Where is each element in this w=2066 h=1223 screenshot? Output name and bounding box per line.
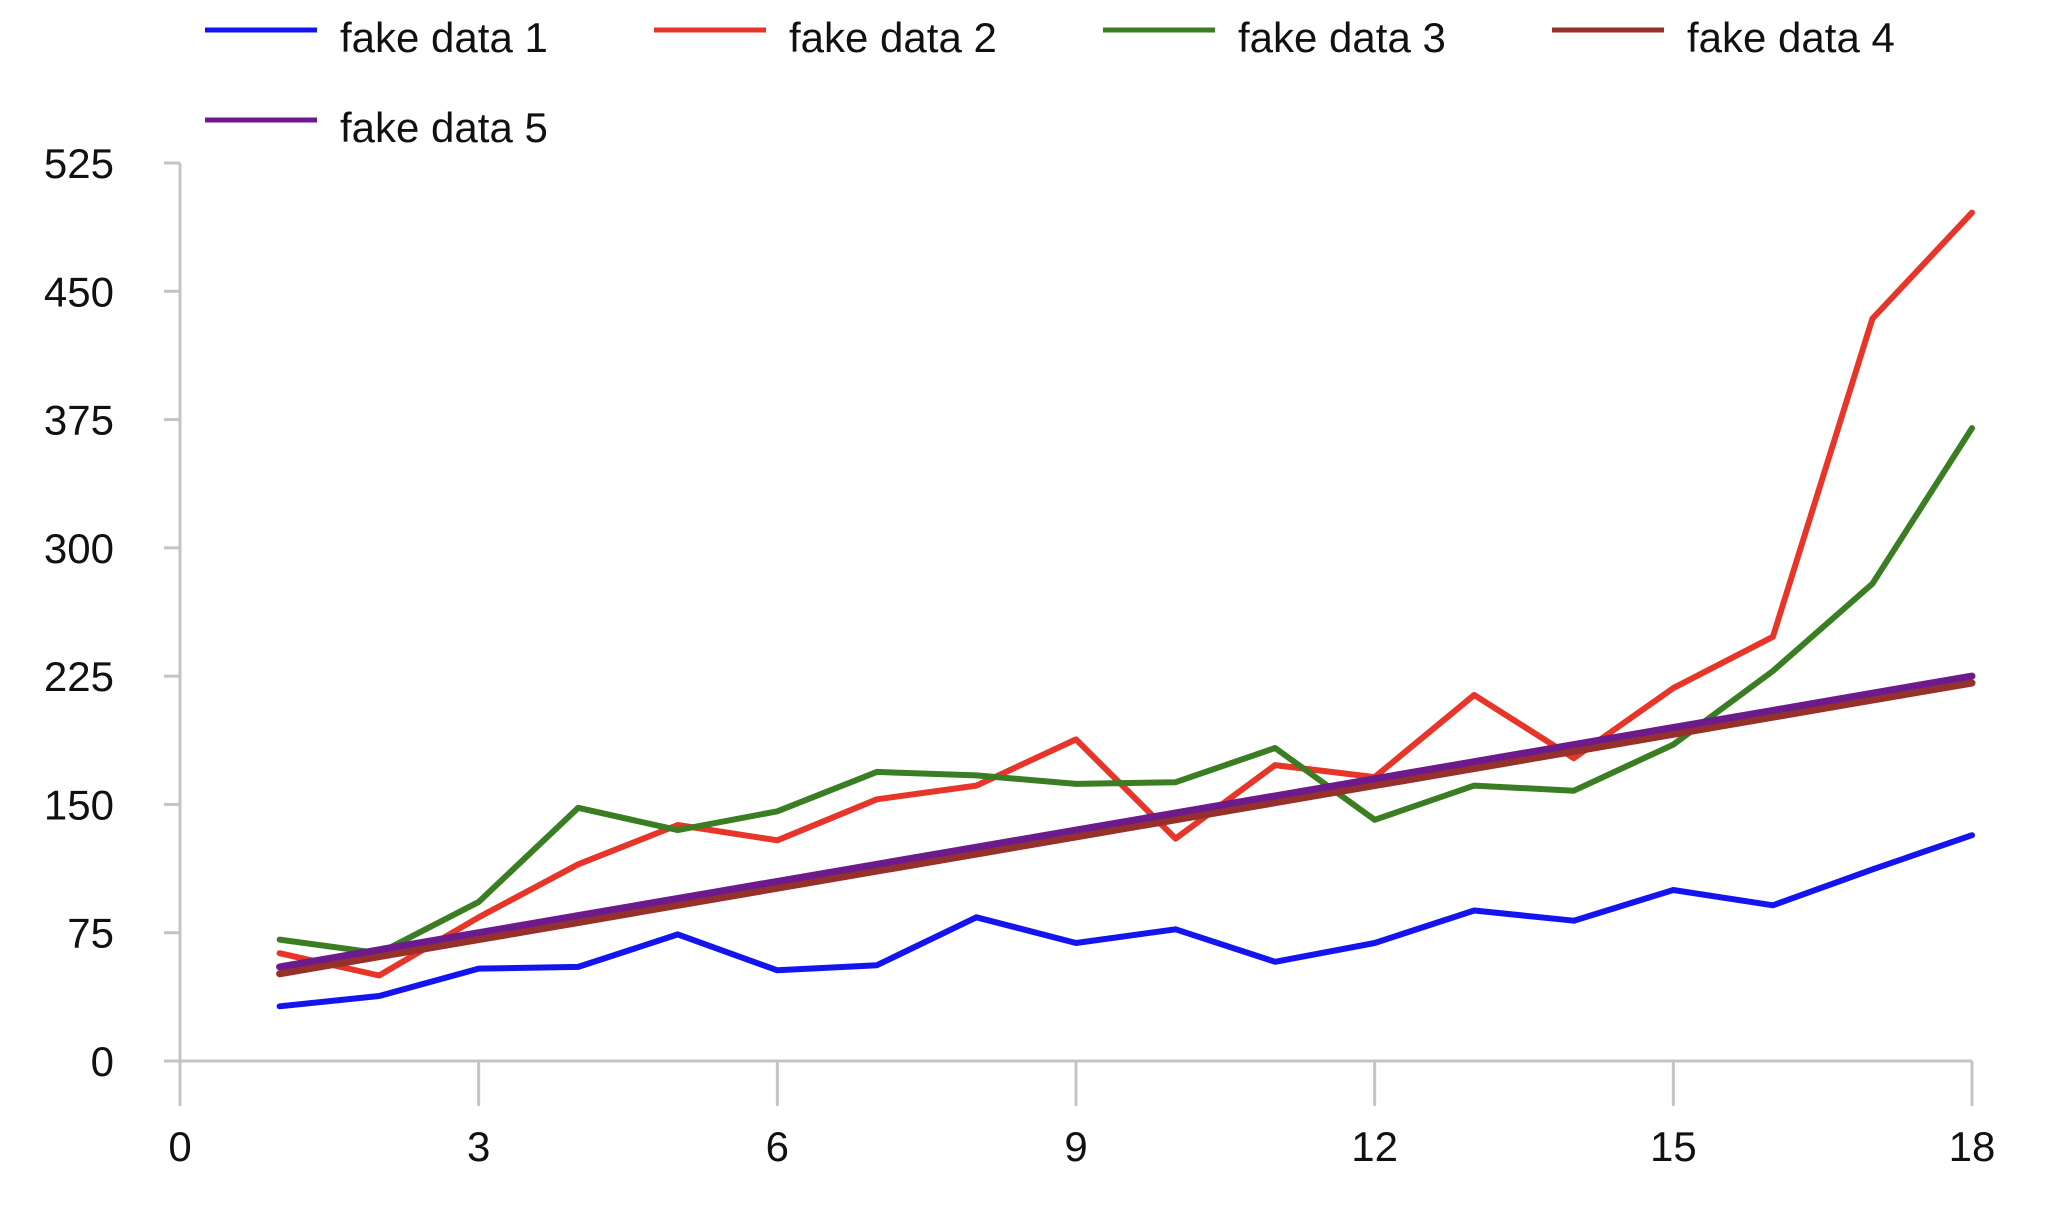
series-line-fake-data-3 [276, 425, 1975, 957]
x-tick-label: 18 [1949, 1123, 1996, 1170]
series-line-fake-data-4 [276, 679, 1976, 978]
x-tick-label: 15 [1650, 1123, 1697, 1170]
y-tick-label: 450 [44, 268, 114, 315]
y-tick-label: 0 [91, 1038, 114, 1085]
series-line-fake-data-1 [276, 832, 1975, 1010]
series-group [276, 209, 1976, 1010]
legend-label: fake data 1 [340, 14, 548, 61]
y-tick-label: 75 [67, 910, 114, 957]
legend-label: fake data 2 [789, 14, 997, 61]
legend-item-fake-data-1: fake data 1 [205, 14, 548, 61]
legend-item-fake-data-3: fake data 3 [1103, 14, 1446, 61]
series-line-fake-data-2 [276, 209, 1975, 979]
y-tick-label: 150 [44, 781, 114, 828]
legend-item-fake-data-4: fake data 4 [1552, 14, 1895, 61]
legend-item-fake-data-2: fake data 2 [654, 14, 997, 61]
y-tick-label: 300 [44, 525, 114, 572]
axes: 0 75 150 225 300 375 450 525 0 3 6 9 12 15 18 [44, 140, 1995, 1170]
legend-label: fake data 5 [340, 104, 548, 151]
y-tick-label: 525 [44, 140, 114, 187]
x-ticks: 0 3 6 9 12 15 18 [168, 1061, 1995, 1170]
legend-label: fake data 3 [1238, 14, 1446, 61]
x-tick-label: 3 [467, 1123, 490, 1170]
x-tick-label: 0 [168, 1123, 191, 1170]
x-tick-label: 12 [1351, 1123, 1398, 1170]
legend-label: fake data 4 [1687, 14, 1895, 61]
y-tick-label: 375 [44, 397, 114, 444]
x-tick-label: 9 [1064, 1123, 1087, 1170]
legend: fake data 1 fake data 2 fake data 3 fake da… [205, 14, 1895, 151]
y-ticks: 0 75 150 225 300 375 450 525 [44, 140, 180, 1085]
y-tick-label: 225 [44, 653, 114, 700]
series-line-fake-data-5 [276, 672, 1976, 971]
legend-item-fake-data-5: fake data 5 [205, 104, 548, 151]
x-tick-label: 6 [766, 1123, 789, 1170]
